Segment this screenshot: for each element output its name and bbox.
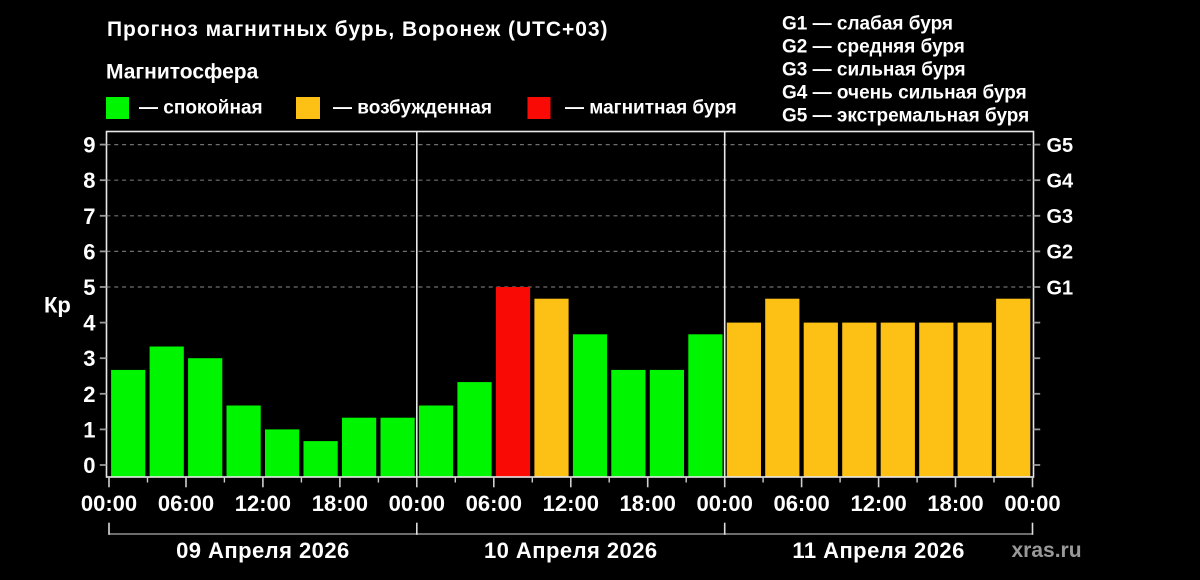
svg-text:00:00: 00:00 — [81, 491, 137, 516]
svg-text:10 Апреля 2026: 10 Апреля 2026 — [484, 538, 658, 563]
svg-text:06:00: 06:00 — [158, 491, 214, 516]
svg-text:G5 — экстремальная буря: G5 — экстремальная буря — [782, 106, 1029, 127]
svg-text:18:00: 18:00 — [312, 491, 368, 516]
svg-text:12:00: 12:00 — [235, 491, 291, 516]
svg-text:06:00: 06:00 — [466, 491, 522, 516]
svg-text:5: 5 — [83, 275, 95, 300]
svg-text:— магнитная буря: — магнитная буря — [565, 97, 737, 118]
svg-text:Кр: Кр — [44, 293, 71, 318]
svg-text:G1 — слабая буря: G1 — слабая буря — [782, 13, 953, 34]
svg-text:2: 2 — [83, 382, 95, 407]
svg-text:— спокойная: — спокойная — [139, 97, 263, 118]
svg-text:09 Апреля 2026: 09 Апреля 2026 — [176, 538, 350, 563]
svg-text:11 Апреля 2026: 11 Апреля 2026 — [792, 538, 964, 563]
svg-text:6: 6 — [83, 239, 95, 264]
svg-text:1: 1 — [83, 417, 95, 442]
svg-text:xras.ru: xras.ru — [1012, 539, 1082, 562]
svg-text:06:00: 06:00 — [773, 491, 829, 516]
svg-text:G4: G4 — [1047, 171, 1075, 193]
svg-text:7: 7 — [83, 204, 95, 229]
svg-text:G4 — очень сильная буря: G4 — очень сильная буря — [782, 83, 1027, 104]
svg-text:G3: G3 — [1047, 206, 1074, 228]
svg-text:18:00: 18:00 — [927, 491, 983, 516]
svg-text:G3 — сильная буря: G3 — сильная буря — [782, 60, 966, 81]
svg-text:18:00: 18:00 — [620, 491, 676, 516]
svg-text:G1: G1 — [1047, 277, 1074, 299]
svg-text:3: 3 — [83, 346, 95, 371]
svg-text:Прогноз магнитных бурь, Вороне: Прогноз магнитных бурь, Воронеж (UTC+03) — [107, 18, 608, 41]
svg-text:12:00: 12:00 — [543, 491, 599, 516]
svg-text:— возбужденная: — возбужденная — [333, 97, 492, 118]
svg-text:0: 0 — [83, 453, 95, 478]
svg-text:9: 9 — [83, 133, 95, 158]
svg-text:G5: G5 — [1047, 135, 1074, 157]
svg-text:12:00: 12:00 — [850, 491, 906, 516]
svg-text:8: 8 — [83, 168, 95, 193]
svg-text:Магнитосфера: Магнитосфера — [106, 61, 259, 84]
svg-text:4: 4 — [83, 311, 96, 336]
svg-text:00:00: 00:00 — [1004, 491, 1060, 516]
svg-text:G2 — средняя буря: G2 — средняя буря — [782, 36, 965, 57]
svg-text:G2: G2 — [1047, 242, 1074, 264]
svg-text:00:00: 00:00 — [697, 491, 753, 516]
svg-text:00:00: 00:00 — [389, 491, 445, 516]
